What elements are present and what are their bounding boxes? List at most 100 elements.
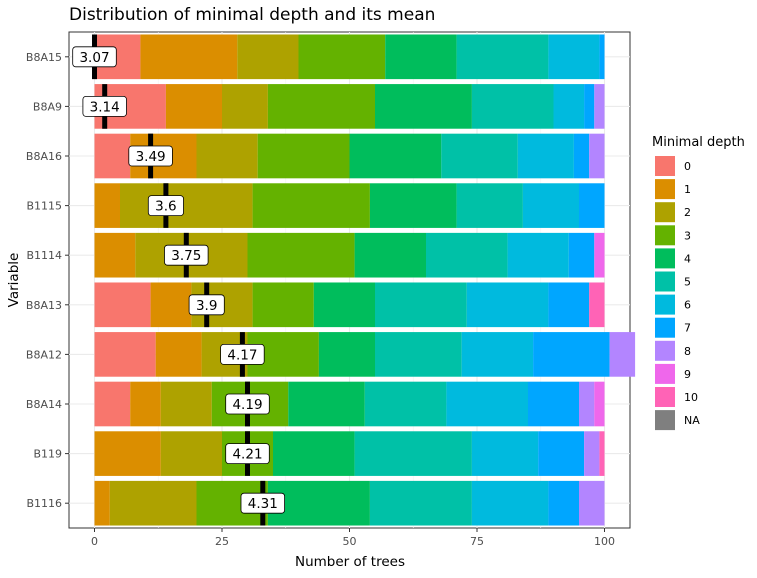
bar-segment [94, 480, 110, 526]
bar-segment [584, 84, 595, 129]
x-tick-label: 100 [594, 535, 615, 548]
bar-segment [522, 183, 579, 228]
legend-key [655, 340, 675, 361]
bar-segment [599, 34, 605, 80]
legend-key [655, 294, 675, 315]
y-axis: B8A15 B8A9 B8A16 B1115 B1114 B8A13 B8A12 B8A14 B… [26, 51, 69, 510]
y-tick-label: B119 [33, 448, 62, 461]
y-tick-label: B1116 [26, 497, 62, 510]
bar-segment [318, 332, 375, 377]
bar-segment [94, 431, 161, 476]
bar-segment [594, 381, 605, 427]
legend-key [655, 387, 675, 407]
mean-label-box [220, 343, 265, 365]
mean-label: 3.14 [90, 99, 120, 115]
bar-segment [471, 480, 549, 526]
bar-segment [165, 84, 222, 129]
legend-label: NA [684, 414, 700, 427]
bar-segment [426, 232, 508, 278]
legend-label: 2 [684, 206, 691, 219]
legend-label: 3 [684, 229, 691, 242]
bar-segment [155, 332, 202, 377]
legend-key [655, 363, 675, 384]
bar-segment [456, 34, 549, 80]
mean-label: 4.19 [232, 397, 262, 413]
bar-segment [594, 84, 605, 129]
legend-label: 7 [684, 322, 691, 335]
legend-key [655, 410, 675, 431]
y-tick-label: B8A9 [33, 100, 62, 113]
y-tick-label: B8A15 [26, 51, 62, 64]
bar-segment [288, 381, 365, 427]
legend-key [655, 202, 675, 223]
bar-segment [548, 480, 579, 526]
bar-segment [599, 431, 605, 476]
legend-label: 1 [684, 183, 691, 196]
legend-label: 6 [684, 299, 691, 312]
mean-label: 4.31 [248, 496, 278, 512]
legend-label: 0 [684, 160, 691, 173]
bar-segment [252, 282, 314, 328]
bar-segment [441, 133, 518, 179]
mean-label: 3.9 [196, 298, 217, 314]
bar-segment [446, 381, 528, 427]
bar-segment [466, 282, 549, 328]
x-tick-label: 25 [215, 535, 229, 548]
legend-label: 9 [684, 368, 691, 381]
mean-label: 4.21 [232, 447, 262, 463]
bar-segment [160, 381, 212, 427]
bar-segment [584, 431, 600, 476]
bar-segment [160, 431, 222, 476]
bar-segment [385, 34, 457, 80]
bar-segment [375, 332, 462, 377]
bar-segment [456, 183, 523, 228]
bar-segment [538, 431, 585, 476]
mean-label-box [188, 294, 225, 316]
bar-segment [94, 183, 120, 228]
bar-segment [196, 133, 258, 179]
bar-segment [109, 480, 197, 526]
x-axis-title: Number of trees [295, 554, 405, 570]
y-tick-label: B1114 [26, 249, 62, 262]
bar-segment [589, 133, 605, 179]
legend-key [655, 271, 675, 292]
bar-segment [94, 232, 136, 278]
bar-segment [94, 282, 151, 328]
bar-segment [548, 282, 590, 328]
x-tick-label: 50 [343, 535, 357, 548]
bar-segment [528, 381, 579, 427]
y-tick-label: B8A16 [26, 150, 62, 163]
bar-segment [609, 332, 636, 377]
y-tick-label: B8A13 [26, 299, 62, 312]
bar-segment [94, 332, 156, 377]
bar-segment [364, 381, 447, 427]
x-axis: 0 25 50 75 100 [91, 528, 615, 548]
bar-segment [369, 183, 457, 228]
bar-segment [568, 232, 595, 278]
bar-segment [579, 381, 595, 427]
mean-markers: 3.07 3.14 3.49 3.6 3.75 3.9 4.17 4.19 4.21 4.31 [72, 34, 285, 526]
bar-segment [548, 34, 600, 80]
bar-segment [579, 183, 605, 228]
legend-label: 4 [684, 252, 691, 265]
x-tick-label: 0 [91, 535, 98, 548]
mean-label-box [82, 96, 127, 117]
bar-segment [533, 332, 610, 377]
mean-label: 4.17 [227, 347, 257, 363]
y-tick-label: B8A12 [26, 348, 62, 361]
bar-segment [573, 133, 590, 179]
bar-segment [461, 332, 534, 377]
bar-segment [120, 183, 253, 228]
bar-segment [140, 34, 238, 80]
mean-label: 3.6 [155, 199, 176, 215]
legend-title: Minimal depth [652, 135, 745, 150]
bar-segment [471, 84, 554, 129]
mean-label: 3.75 [171, 248, 201, 264]
legend-key [655, 317, 675, 338]
mean-label: 3.07 [79, 50, 109, 66]
mean-label-box [225, 393, 270, 415]
legend-key [655, 179, 675, 200]
bar-segment [150, 282, 192, 328]
bar-segment [589, 282, 605, 328]
